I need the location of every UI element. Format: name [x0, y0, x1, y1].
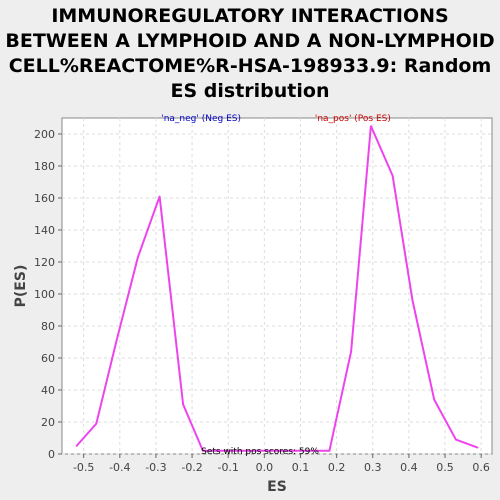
x-tick-label: 0.0: [256, 461, 274, 474]
x-tick-label: -0.5: [73, 461, 94, 474]
grid: [62, 118, 492, 455]
data-point: [370, 125, 372, 127]
data-point: [455, 438, 457, 441]
data-point: [115, 341, 118, 343]
data-point: [411, 299, 414, 302]
y-axis-label: P(ES): [13, 265, 29, 308]
annotation: 'na_pos' (Pos ES): [315, 114, 391, 124]
data-point: [476, 446, 479, 449]
x-tick-label: 0.5: [436, 461, 454, 474]
data-point: [202, 450, 204, 452]
x-axis: -0.5 -0.4 -0.3 -0.2 -0.1 0.0 0.1 0.2 0.3 0.4 0.5 0.…: [73, 454, 490, 474]
y-tick-label: 100: [34, 288, 55, 301]
data-point: [328, 450, 331, 452]
plot-area: [61, 117, 493, 455]
title-line: ES distribution: [171, 80, 330, 102]
x-tick-label: -0.4: [109, 461, 130, 474]
x-tick-label: 0.6: [472, 461, 490, 474]
y-tick-label: 60: [41, 352, 55, 365]
title-line: IMMUNOREGULATORY INTERACTIONS: [51, 5, 448, 27]
y-axis: 0 20 40 60 80 100 120 140 160 180 200: [34, 128, 62, 461]
y-tick-label: 80: [41, 320, 55, 333]
x-tick-label: 0.4: [400, 461, 418, 474]
title-line: CELL%REACTOME%R-HSA-198933.9: Random: [9, 55, 492, 77]
data-point: [182, 403, 184, 406]
x-tick-label: -0.2: [181, 461, 202, 474]
y-tick-label: 40: [41, 384, 55, 397]
annotation: 'na_neg' (Neg ES): [161, 114, 241, 124]
y-tick-label: 0: [48, 448, 55, 461]
x-axis-label: ES: [267, 479, 287, 495]
y-tick-label: 140: [34, 224, 55, 237]
y-tick-label: 120: [34, 256, 55, 269]
x-tick-label: 0.1: [292, 461, 310, 474]
annotation: Sets with pos scores: 59%: [201, 447, 319, 457]
data-point: [137, 256, 139, 259]
series: [75, 125, 479, 452]
data-point: [350, 350, 352, 353]
data-point: [95, 422, 98, 425]
y-tick-label: 200: [34, 128, 55, 141]
annotations: 'na_neg' (Neg ES) 'na_pos' (Pos ES) Sets w…: [161, 114, 391, 457]
y-tick-label: 20: [41, 416, 55, 429]
title-line: BETWEEN A LYMPHOID AND A NON-LYMPHOID: [5, 30, 494, 52]
y-tick-label: 180: [34, 160, 55, 173]
data-point: [433, 398, 435, 401]
x-tick-label: 0.2: [328, 461, 346, 474]
data-point: [158, 195, 161, 198]
x-tick-label: -0.3: [145, 461, 166, 474]
data-point: [391, 174, 394, 177]
chart-title: IMMUNOREGULATORY INTERACTIONS BETWEEN A L…: [5, 5, 494, 102]
x-tick-label: -0.1: [217, 461, 238, 474]
data-point: [75, 445, 78, 447]
x-tick-label: 0.3: [364, 461, 382, 474]
y-tick-label: 160: [34, 192, 55, 205]
